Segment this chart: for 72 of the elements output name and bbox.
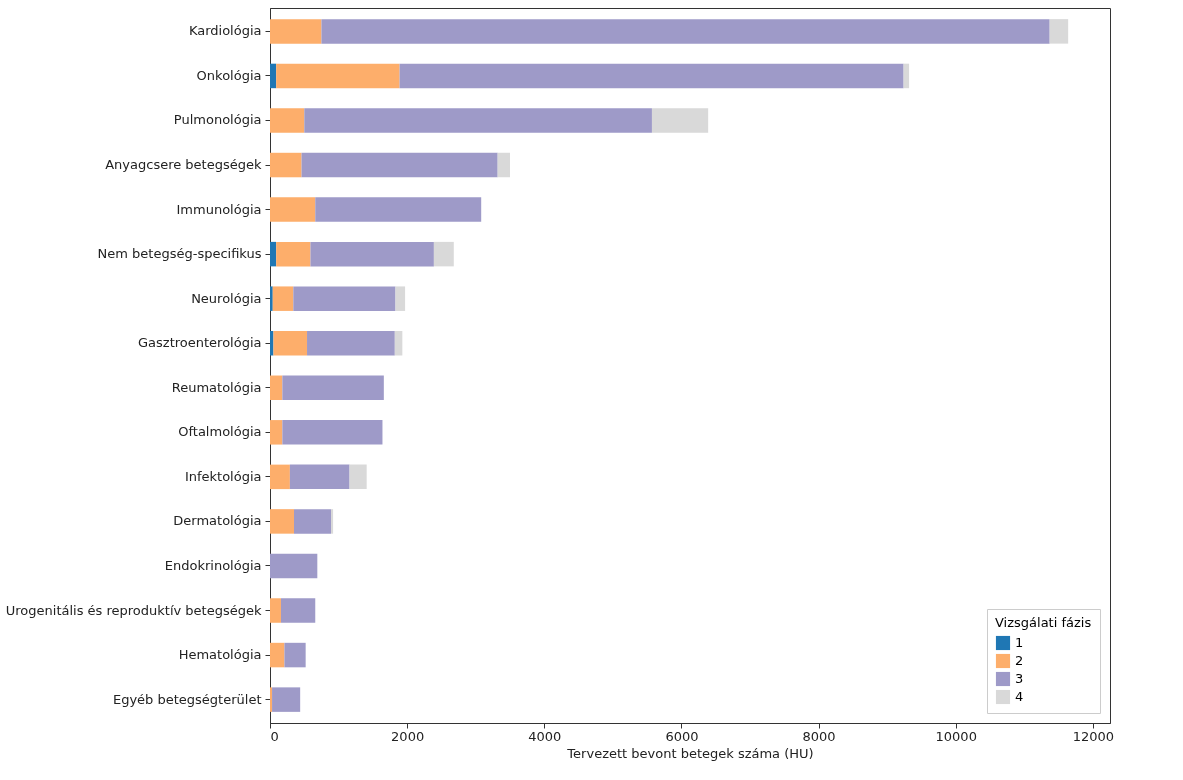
bar — [280, 598, 316, 623]
bar — [289, 464, 350, 490]
x-tick-label: 6000 — [665, 728, 699, 744]
bar — [270, 197, 316, 222]
legend-title: Vizsgálati fázis — [995, 615, 1092, 630]
y-tick-label: Oftalmológia — [178, 424, 262, 440]
y-tick-label: Pulmonológia — [173, 112, 262, 128]
legend-label: 3 — [1015, 671, 1024, 686]
bar — [270, 286, 273, 311]
bar — [270, 464, 290, 490]
bar — [331, 509, 334, 534]
bar — [307, 330, 395, 356]
bar — [270, 598, 281, 623]
legend-label: 2 — [1015, 653, 1024, 668]
bar — [272, 286, 294, 311]
y-tick-label: Anyagcsere betegségek — [105, 157, 262, 173]
bar — [270, 687, 273, 712]
bar — [270, 108, 305, 133]
x-axis-title: Tervezett bevont betegek száma (HU) — [566, 745, 814, 761]
y-tick-label: Onkológia — [196, 67, 262, 83]
bar — [304, 108, 652, 133]
bar — [399, 63, 904, 89]
bar — [270, 509, 294, 534]
bar — [276, 241, 311, 267]
bar — [270, 241, 277, 267]
bar — [282, 420, 383, 445]
x-tick-label: 2000 — [391, 728, 425, 744]
bar — [270, 19, 322, 44]
bar — [270, 63, 277, 89]
legend-label: 4 — [1015, 689, 1024, 704]
bar — [315, 197, 482, 222]
bar — [1049, 19, 1069, 44]
y-tick-label: Immunológia — [176, 201, 262, 217]
bar — [270, 375, 283, 401]
y-tick-label: Egyéb betegségterület — [112, 691, 262, 707]
y-tick-label: Gasztroenterológia — [138, 335, 262, 351]
x-tick-label: 8000 — [802, 728, 836, 744]
bar — [270, 642, 285, 668]
x-tick-label: 12000 — [1072, 728, 1115, 744]
bar — [651, 108, 709, 133]
bar — [497, 152, 510, 178]
bar — [301, 152, 498, 178]
bar — [293, 286, 396, 311]
bar — [272, 687, 301, 712]
y-tick-label: Dermatológia — [173, 513, 262, 529]
bar — [903, 63, 910, 89]
x-tick-label: 4000 — [528, 728, 562, 744]
bar — [310, 241, 434, 267]
x-tick-label: 0 — [270, 728, 279, 744]
y-tick-label: Neurológia — [191, 290, 262, 306]
bar — [394, 330, 403, 356]
bar — [349, 464, 367, 490]
bar — [270, 420, 283, 445]
bar — [321, 19, 1050, 44]
bar — [273, 330, 308, 356]
legend-label: 1 — [1015, 635, 1024, 650]
bar — [270, 152, 302, 178]
y-tick-label: Endokrinológia — [164, 557, 262, 573]
y-tick-label: Nem betegség-specifikus — [97, 246, 262, 262]
y-tick-label: Kardiológia — [188, 23, 262, 39]
y-tick-label: Infektológia — [184, 468, 262, 484]
bar — [276, 63, 400, 89]
x-tick-label: 10000 — [935, 728, 977, 744]
bar — [282, 375, 384, 401]
y-tick-label: Urogenitális és reproduktív betegségek — [5, 602, 262, 618]
bar — [433, 241, 454, 267]
bar — [284, 642, 306, 668]
y-tick-label: Hematológia — [178, 647, 262, 663]
bar — [395, 286, 406, 311]
bar — [270, 553, 318, 579]
y-tick-label: Reumatológia — [171, 379, 262, 395]
bar — [294, 509, 332, 534]
